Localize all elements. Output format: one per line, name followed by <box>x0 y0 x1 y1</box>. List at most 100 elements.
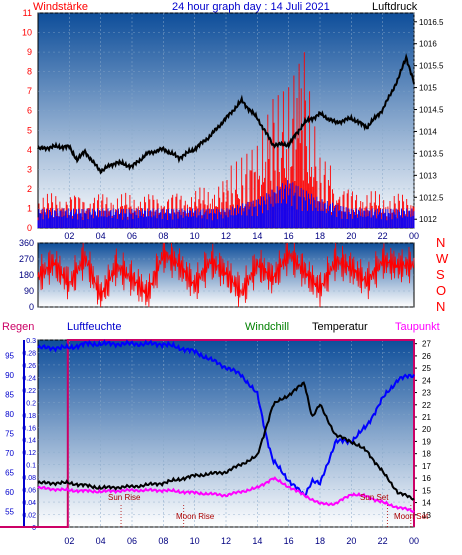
x-tick-label: 04 <box>96 231 106 241</box>
temperature-series <box>37 381 415 501</box>
x-tick-label: 20 <box>346 536 356 546</box>
y2-tick-label: 1016.5 <box>419 18 444 27</box>
y2-tick-label: 1014 <box>419 127 437 136</box>
y2-tick-label: 1012.5 <box>419 193 444 202</box>
x-tick-label: 22 <box>378 536 388 546</box>
y-tick-label: 1 <box>27 203 32 213</box>
y-tick-label: 6 <box>27 106 32 116</box>
rain-tick-label: 0.22 <box>22 388 36 395</box>
legend-temperature: Temperatur <box>312 321 368 333</box>
x-tick-label: 08 <box>158 536 168 546</box>
humidity-tick-label: 65 <box>5 468 14 477</box>
x-tick-label: 12 <box>221 536 231 546</box>
rain-tick-label: 0.18 <box>22 413 36 420</box>
temp-tick-label: 21 <box>422 413 431 422</box>
temp-tick-label: 17 <box>422 462 431 471</box>
x-tick-label: 02 <box>64 231 74 241</box>
temp-tick-label: 19 <box>422 437 431 446</box>
y2-tick-label: 1015.5 <box>419 62 444 71</box>
legend-humidity: Luftfeuchte <box>67 321 121 333</box>
sun-set-label: Sun Set <box>360 493 389 502</box>
legend-windchill: Windchill <box>245 321 289 333</box>
temp-tick-label: 18 <box>422 450 431 459</box>
direction-label: S <box>436 267 445 282</box>
legend-rain: Regen <box>2 321 34 333</box>
y-tick-label: 9 <box>27 47 32 57</box>
moon-rise-label: Moon Rise <box>176 512 215 521</box>
x-tick-label: 14 <box>252 536 262 546</box>
y-tick-label: 0 <box>27 223 32 233</box>
x-tick-label: 10 <box>190 231 200 241</box>
y-tick-label: 90 <box>24 286 34 296</box>
humidity-tick-label: 80 <box>5 410 14 419</box>
y-tick-label: 270 <box>19 254 34 264</box>
x-tick-label: 16 <box>284 231 294 241</box>
direction-label: N <box>436 235 445 250</box>
pressure-series <box>37 53 415 175</box>
chart-title: 24 hour graph day : 14 Juli 2021 <box>172 1 330 13</box>
temp-tick-label: 13 <box>422 511 431 520</box>
rain-series <box>0 339 415 528</box>
moon-set-label: Moon Set <box>394 512 429 521</box>
rain-tick-label: 0.12 <box>22 450 36 457</box>
x-tick-label: 22 <box>378 231 388 241</box>
y2-tick-label: 1014.5 <box>419 106 444 115</box>
sun-rise-label: Sun Rise <box>108 493 141 502</box>
x-tick-label: 16 <box>284 536 294 546</box>
y-tick-label: 360 <box>19 238 34 248</box>
y-tick-label: 11 <box>23 8 32 18</box>
x-tick-label: 08 <box>158 231 168 241</box>
rain-tick-label: 0 <box>32 525 36 532</box>
panel3-marks: 02 04 06 08 10 12 14 16 18 20 22 0000.020.040.060.0… <box>0 338 431 546</box>
rain-tick-label: 0.02 <box>22 513 36 520</box>
y-tick-label: 5 <box>27 125 32 135</box>
temp-tick-label: 14 <box>422 499 431 508</box>
rain-tick-label: 0.08 <box>22 475 36 482</box>
y2-tick-label: 1013.5 <box>419 149 444 158</box>
temp-tick-label: 23 <box>422 389 431 398</box>
y2-tick-label: 1015 <box>419 84 437 93</box>
y-tick-label: 10 <box>22 28 32 38</box>
rain-tick-label: 0.28 <box>22 350 36 357</box>
y-tick-label: 0 <box>29 302 34 312</box>
x-tick-label: 10 <box>190 536 200 546</box>
rain-tick-label: 0.14 <box>22 438 36 445</box>
x-tick-label: 20 <box>346 231 356 241</box>
temp-tick-label: 26 <box>422 352 431 361</box>
gust-series <box>37 180 415 228</box>
temp-tick-label: 27 <box>422 340 431 349</box>
x-tick-label: 00 <box>409 536 419 546</box>
wind-axis-title: Windstärke <box>33 1 88 13</box>
temp-tick-label: 16 <box>422 474 431 483</box>
rain-tick-label: 0.16 <box>22 425 36 432</box>
x-tick-label: 18 <box>315 231 325 241</box>
y2-tick-label: 1013 <box>419 171 437 180</box>
legend-dewpoint: Taupunkt <box>395 321 440 333</box>
x-tick-label: 02 <box>64 536 74 546</box>
y2-tick-label: 1016 <box>419 40 437 49</box>
direction-label: O <box>436 283 446 298</box>
y2-tick-label: 1012 <box>419 215 437 224</box>
direction-label: W <box>436 251 449 266</box>
wind-direction-series <box>37 242 415 308</box>
panel1-marks: 02 04 06 08 10 12 14 16 18 20 22 000123456789101110… <box>22 8 444 241</box>
temp-tick-label: 20 <box>422 425 431 434</box>
temp-tick-label: 24 <box>422 376 431 385</box>
humidity-tick-label: 70 <box>5 449 14 458</box>
x-tick-label: 06 <box>127 231 137 241</box>
y-tick-label: 2 <box>27 184 32 194</box>
y-tick-label: 180 <box>19 270 34 280</box>
rain-tick-label: 0.04 <box>22 500 36 507</box>
x-tick-label: 12 <box>221 231 231 241</box>
humidity-tick-label: 85 <box>5 391 14 400</box>
pressure-axis-title: Luftdruck <box>372 1 418 13</box>
humidity-tick-label: 75 <box>5 430 14 439</box>
rain-tick-label: 0.24 <box>22 375 36 382</box>
y-tick-label: 8 <box>27 67 32 77</box>
x-tick-label: 14 <box>252 231 262 241</box>
x-tick-label: 18 <box>315 536 325 546</box>
dewpoint-series <box>37 476 415 513</box>
humidity-tick-label: 60 <box>5 488 14 497</box>
